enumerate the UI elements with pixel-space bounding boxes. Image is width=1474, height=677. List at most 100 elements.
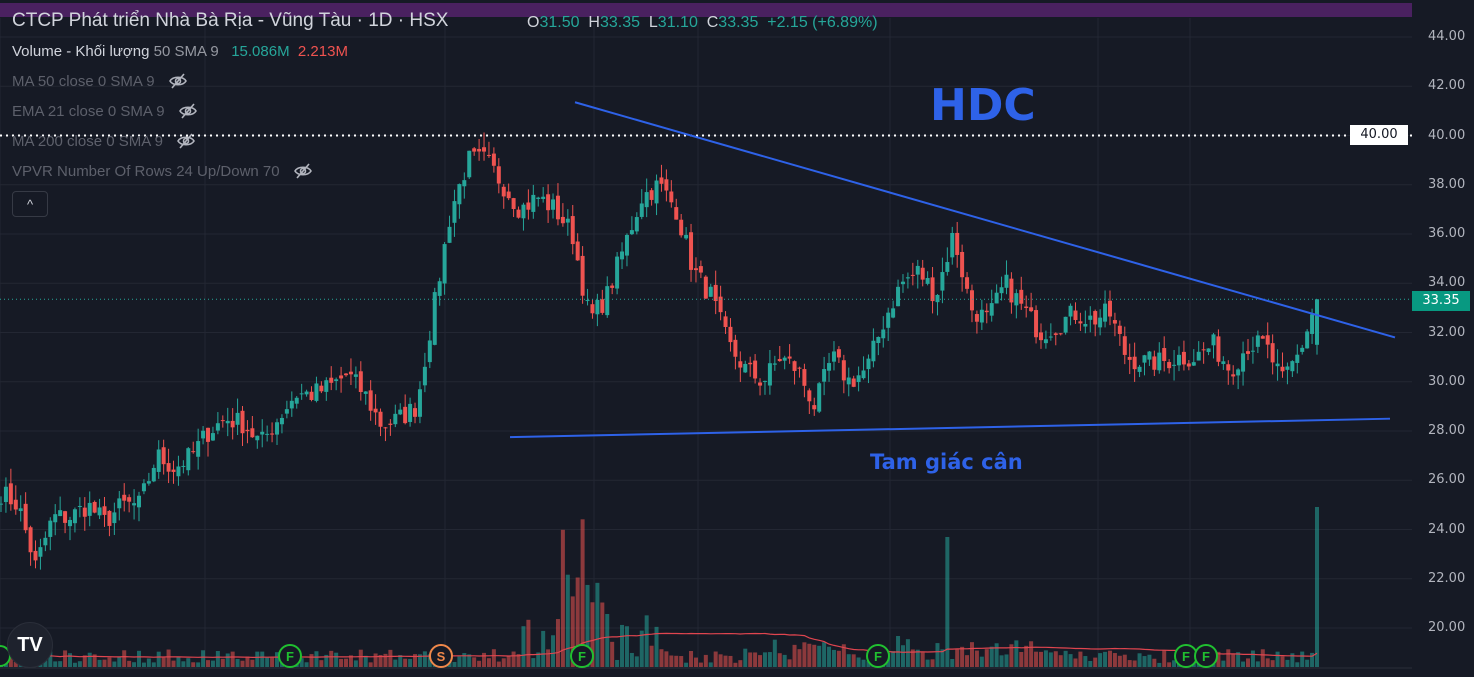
volume-bar	[137, 650, 142, 667]
candle-body	[831, 351, 836, 362]
candle-body	[319, 385, 324, 392]
volume-bar	[1093, 657, 1098, 667]
candle-body	[18, 508, 23, 512]
eye-off-icon[interactable]	[292, 160, 314, 182]
candle-body	[1083, 323, 1088, 327]
collapse-legend-button[interactable]: ^	[12, 191, 48, 217]
candle-body	[314, 383, 319, 401]
volume-bar	[112, 661, 117, 667]
volume-bar	[1103, 651, 1108, 667]
candle-body	[240, 410, 245, 434]
candle-body	[1127, 356, 1132, 360]
pattern-annotation[interactable]: Tam giác cân	[870, 450, 1023, 474]
candle-body	[393, 413, 398, 425]
candle-body	[427, 340, 432, 363]
volume-bar	[398, 655, 403, 667]
volume-bar	[713, 651, 718, 667]
candle-body	[72, 509, 77, 524]
tradingview-logo[interactable]: TV	[7, 622, 53, 668]
candle-body	[388, 423, 393, 425]
candle-body	[452, 201, 457, 223]
candle-body	[1147, 351, 1152, 360]
candle-body	[112, 512, 117, 524]
volume-bar	[945, 537, 950, 667]
volume-bar	[974, 650, 979, 667]
indicator-label: EMA 21 close 0 SMA 9	[12, 102, 165, 120]
volume-bar	[1127, 660, 1132, 667]
volume-bar	[905, 639, 910, 667]
candle-body	[674, 207, 679, 220]
volume-bar	[590, 602, 595, 667]
candle-body	[156, 449, 161, 472]
candle-body	[629, 230, 634, 235]
candle-body	[1107, 300, 1112, 317]
volume-bar	[383, 653, 388, 667]
volume-bar	[989, 646, 994, 667]
indicator-legend-row[interactable]: EMA 21 close 0 SMA 9	[12, 100, 199, 122]
volume-bar	[1043, 650, 1048, 667]
volume-bar	[501, 658, 506, 667]
eye-off-icon[interactable]	[177, 100, 199, 122]
candle-body	[1270, 343, 1275, 363]
candle-body	[1236, 369, 1241, 376]
volume-bar	[1250, 650, 1255, 667]
volume-bar	[585, 584, 590, 667]
candle-body	[807, 390, 812, 402]
volume-bar	[176, 656, 181, 667]
indicator-legend-row[interactable]: MA 50 close 0 SMA 9	[12, 70, 189, 92]
volume-bar	[117, 657, 122, 667]
volume-bar	[758, 655, 763, 667]
volume-bar	[329, 650, 334, 667]
eye-off-icon[interactable]	[175, 130, 197, 152]
volume-bar	[255, 651, 260, 667]
candle-body	[299, 393, 304, 395]
eye-off-icon[interactable]	[167, 70, 189, 92]
volume-bar	[457, 656, 462, 667]
volume-bar	[1078, 651, 1083, 667]
candle-body	[58, 510, 63, 517]
indicator-legend-row[interactable]: MA 200 close 0 SMA 9	[12, 130, 197, 152]
volume-bar	[925, 659, 930, 667]
candle-body	[1310, 314, 1315, 334]
volume-bar	[610, 641, 615, 667]
top-banner	[0, 3, 1412, 17]
volume-bar	[151, 662, 156, 667]
volume-bar	[1137, 653, 1142, 667]
event-marker-split	[429, 644, 453, 668]
volume-bar	[477, 660, 482, 667]
candle-body	[1216, 336, 1221, 362]
symbol-title[interactable]: CTCP Phát triển Nhà Bà Rịa - Vũng Tàu · …	[12, 10, 449, 31]
candle-body	[1255, 335, 1260, 347]
candle-body	[738, 361, 743, 368]
candle-body	[1295, 354, 1300, 363]
candle-body	[969, 290, 974, 311]
volume-legend[interactable]: Volume - Khối lượng 50 SMA 9 15.086M 2.2…	[12, 43, 348, 60]
candle-body	[1009, 278, 1014, 303]
indicator-legend-row[interactable]: VPVR Number Of Rows 24 Up/Down 70	[12, 160, 314, 182]
candle-body	[92, 501, 97, 513]
volume-bar	[1275, 651, 1280, 667]
volume-bar	[1147, 654, 1152, 667]
candle-body	[624, 234, 629, 256]
volume-bar	[156, 651, 161, 667]
candle-body	[373, 408, 378, 413]
volume-bar	[1004, 654, 1009, 667]
event-marker-financials	[1194, 644, 1218, 668]
volume-bar	[659, 649, 664, 667]
candle-body	[841, 360, 846, 381]
symbol-annotation[interactable]: HDC	[930, 80, 1036, 131]
volume-bar	[615, 659, 620, 667]
candle-body	[827, 363, 832, 371]
candle-body	[644, 192, 649, 208]
volume-bar	[1063, 650, 1068, 667]
volume-bar	[999, 655, 1004, 667]
candle-body	[151, 467, 156, 482]
candle-body	[1137, 366, 1142, 372]
candle-body	[0, 503, 3, 505]
candle-body	[270, 433, 275, 435]
candle-body	[900, 281, 905, 285]
alert-level-tag: 40.00	[1350, 125, 1408, 145]
candle-body	[698, 266, 703, 273]
candle-body	[309, 391, 314, 400]
